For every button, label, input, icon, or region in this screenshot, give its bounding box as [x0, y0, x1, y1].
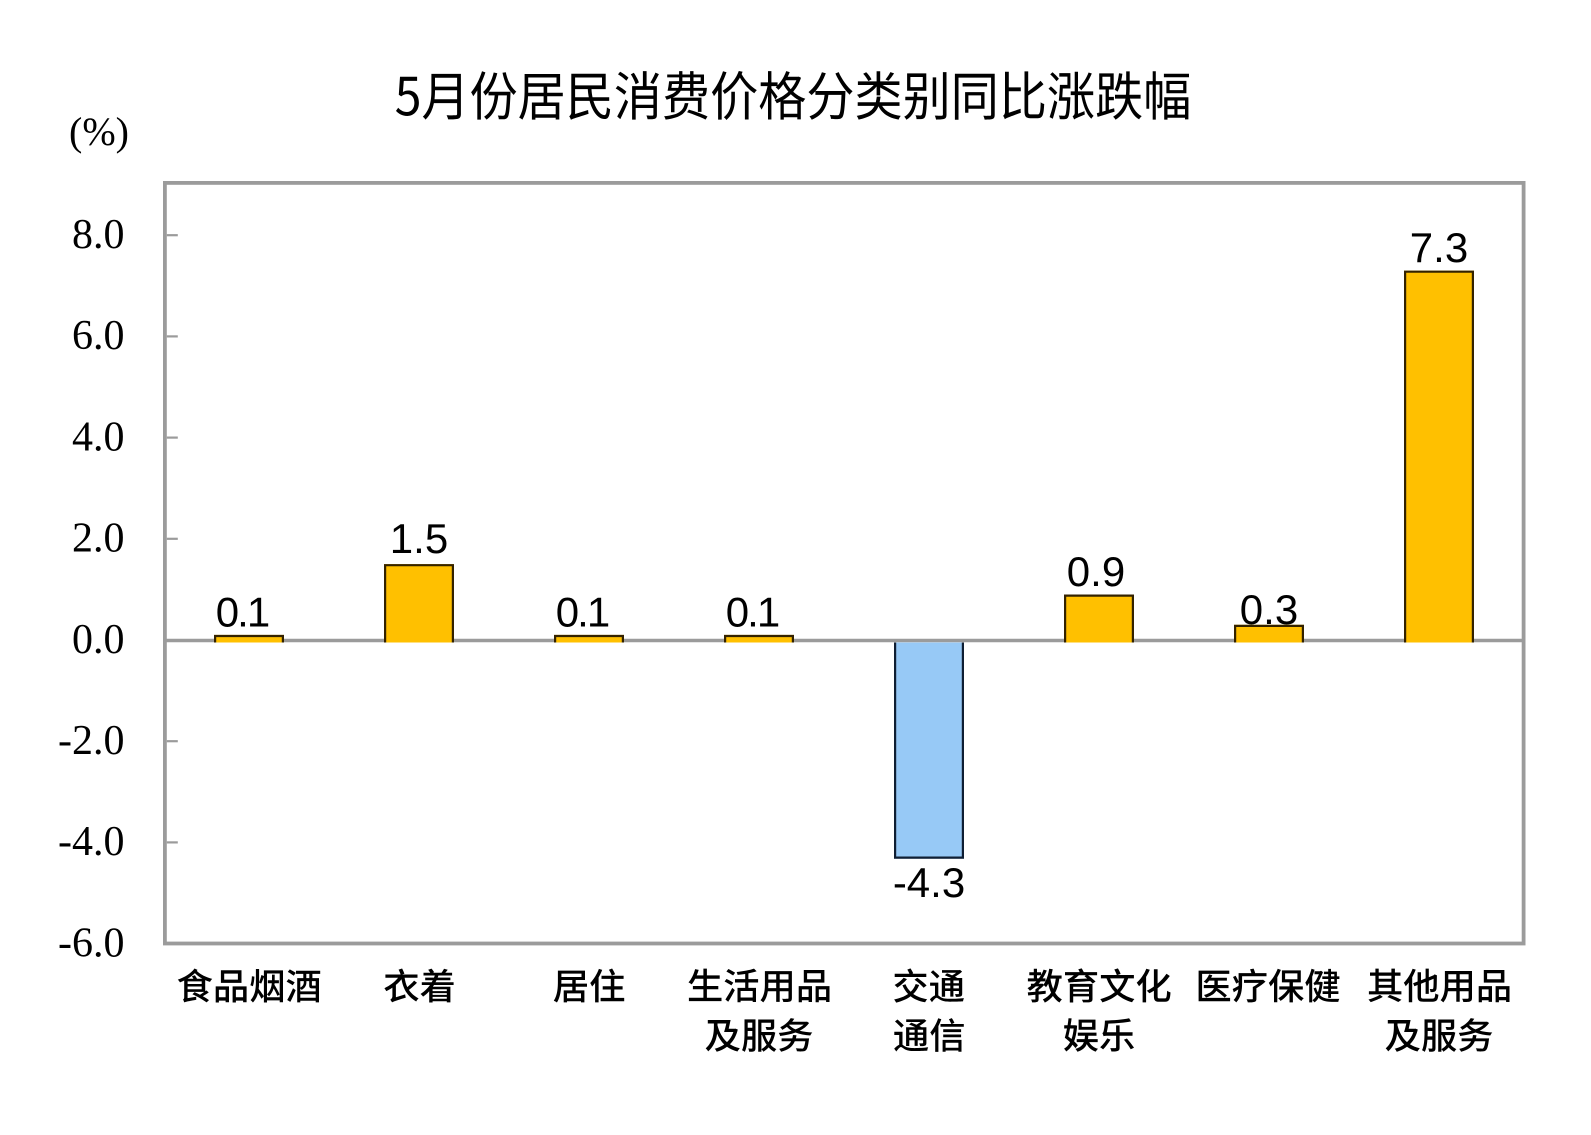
svg-text:7.3: 7.3: [1410, 224, 1468, 271]
svg-text:0.1: 0.1: [556, 589, 609, 636]
svg-text:(%): (%): [69, 109, 129, 154]
svg-text:0.1: 0.1: [216, 589, 269, 636]
svg-text:2.0: 2.0: [72, 516, 125, 562]
svg-text:8.0: 8.0: [72, 212, 125, 258]
svg-text:-4.0: -4.0: [58, 819, 125, 865]
svg-text:0.0: 0.0: [72, 617, 125, 663]
svg-text:-6.0: -6.0: [58, 920, 125, 966]
svg-text:0.1: 0.1: [726, 589, 779, 636]
svg-text:4.0: 4.0: [72, 414, 125, 460]
svg-text:-2.0: -2.0: [58, 718, 125, 764]
svg-text:1.5: 1.5: [390, 515, 448, 562]
svg-text:0.3: 0.3: [1240, 586, 1298, 633]
svg-text:-4.3: -4.3: [893, 859, 965, 906]
svg-text:6.0: 6.0: [72, 313, 125, 359]
svg-text:0.9: 0.9: [1067, 548, 1125, 595]
